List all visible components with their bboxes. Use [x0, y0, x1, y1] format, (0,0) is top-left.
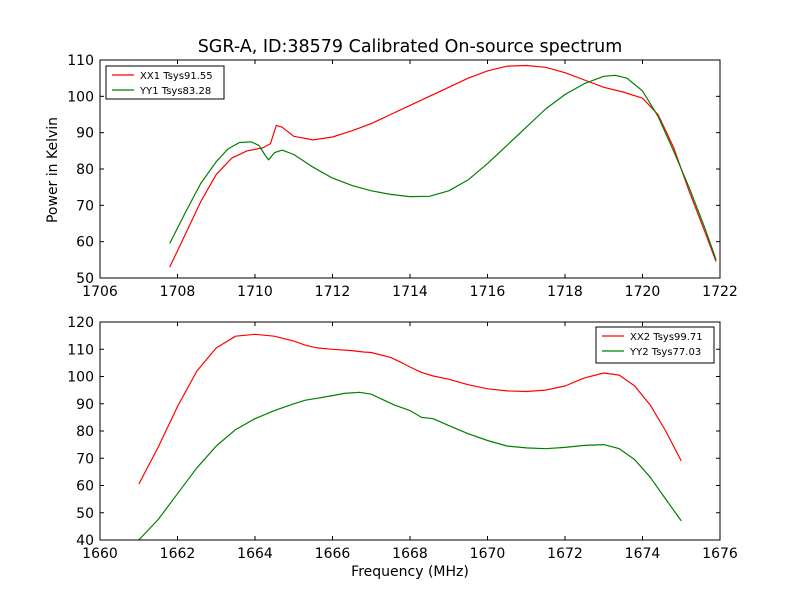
y-tick-label: 80 — [76, 162, 94, 178]
y-tick-label: 60 — [76, 479, 94, 495]
y-axis-label: Power in Kelvin — [45, 117, 61, 223]
y-tick-label: 90 — [76, 126, 94, 142]
x-tick-label: 1714 — [392, 284, 428, 300]
y-tick-label: 120 — [67, 315, 94, 331]
top-plot: 1706 1708 1710 1712 1714 1716 1718 1720 1722 50 60… — [67, 53, 738, 300]
y-tick-label: 70 — [76, 198, 94, 214]
x-tick-label: 1662 — [160, 546, 196, 562]
x-axis-label: Frequency (MHz) — [351, 564, 469, 580]
chart-title: SGR-A, ID:38579 Calibrated On-source spe… — [198, 37, 623, 57]
x-tick-label: 1718 — [547, 284, 583, 300]
x-tick-label: 1708 — [160, 284, 196, 300]
x-tick-label: 1664 — [237, 546, 273, 562]
legend-label: YY2 Tsys77.03 — [629, 347, 701, 358]
y-tick-label: 100 — [67, 370, 94, 386]
series-line-2 — [138, 391, 682, 540]
x-tick-label: 1712 — [315, 284, 351, 300]
y-tick-label: 80 — [76, 424, 94, 440]
bottom-plot: 1660 1662 1664 1666 1668 1670 1672 1674 1676 40 50… — [67, 315, 738, 562]
legend-label: XX2 Tsys99.71 — [630, 332, 703, 343]
x-tick-label: 1722 — [702, 284, 738, 300]
x-tick-label: 1670 — [470, 546, 506, 562]
legend-label: YY1 Tsys83.28 — [139, 86, 211, 97]
x-tick-label: 1660 — [82, 546, 118, 562]
x-tick-label: 1710 — [237, 284, 273, 300]
legend-label: XX1 Tsys91.55 — [140, 71, 213, 82]
y-tick-label: 70 — [76, 451, 94, 467]
legend-box — [595, 326, 715, 364]
series-line-2 — [169, 74, 717, 261]
y-tick-label: 50 — [76, 271, 94, 287]
x-tick-label: 1720 — [625, 284, 661, 300]
series-line-1 — [138, 333, 682, 485]
y-tick-label: 100 — [67, 89, 94, 105]
x-tick-label: 1676 — [702, 546, 738, 562]
y-tick-label: 40 — [76, 533, 94, 549]
y-tick-label: 90 — [76, 397, 94, 413]
x-tick-label: 1706 — [82, 284, 118, 300]
y-tick-label: 110 — [67, 53, 94, 69]
y-tick-label: 50 — [76, 506, 94, 522]
y-tick-label: 60 — [76, 235, 94, 251]
x-tick-label: 1668 — [392, 546, 428, 562]
y-tick-label: 110 — [67, 342, 94, 358]
x-tick-label: 1666 — [315, 546, 351, 562]
x-tick-label: 1672 — [547, 546, 583, 562]
x-tick-label: 1674 — [625, 546, 661, 562]
legend-box — [105, 65, 225, 100]
x-tick-label: 1716 — [470, 284, 506, 300]
series-line-1 — [169, 64, 717, 268]
